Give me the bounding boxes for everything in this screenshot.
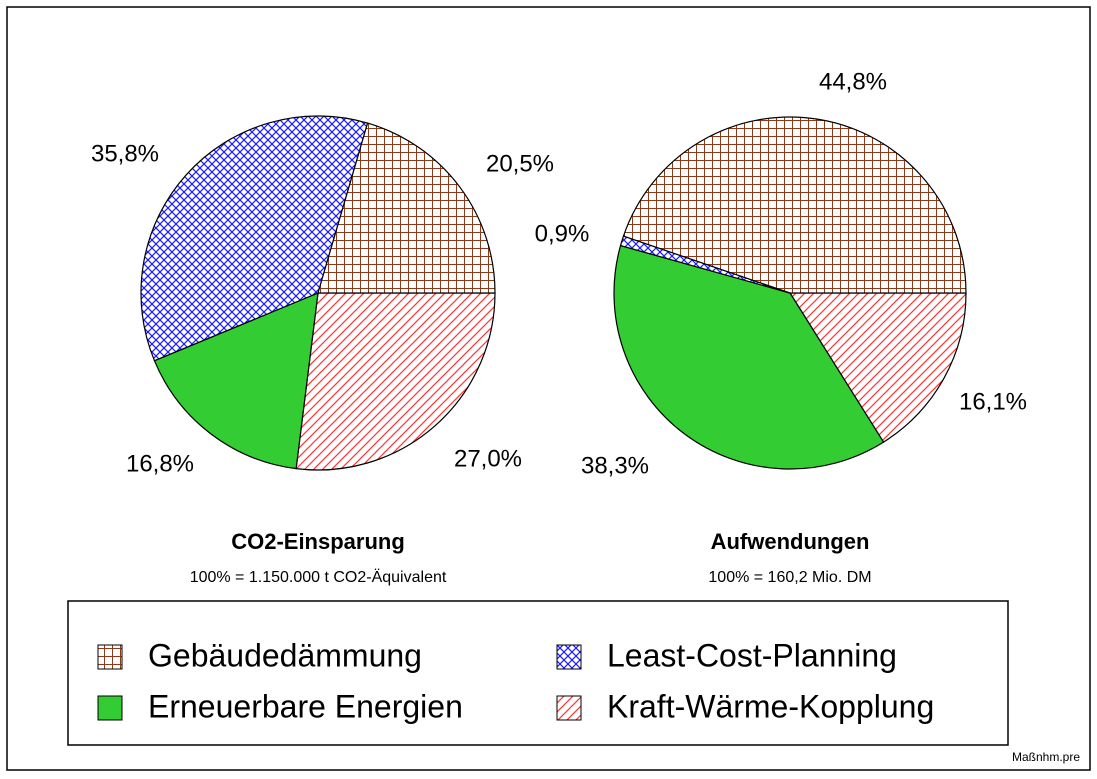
pie-slice [317, 122, 496, 294]
legend-swatch [97, 695, 123, 721]
pie-slice [622, 116, 967, 294]
value-label: 16,1% [959, 388, 1027, 415]
legend-swatch [556, 695, 582, 721]
pie-slice [153, 292, 319, 470]
legend-label: Erneuerbare Energien [148, 688, 463, 724]
pie-slice [140, 115, 369, 362]
pie-slice [788, 292, 967, 443]
chart-subtitle: 100% = 1.150.000 t CO2-Äquivalent [190, 568, 447, 586]
value-label: 27,0% [454, 445, 522, 472]
pie-slice [295, 292, 496, 471]
value-label: 44,8% [819, 68, 887, 95]
footer: Maßnhm.pre [1012, 750, 1080, 764]
value-label: 35,8% [91, 140, 159, 167]
legend-label: Gebäudedämmung [148, 637, 422, 673]
value-label: 16,8% [126, 450, 194, 477]
chart-title: CO2-Einsparung [231, 529, 405, 554]
value-label: 0,9% [535, 220, 590, 247]
legend-swatch [97, 644, 123, 670]
value-label: 38,3% [581, 452, 649, 479]
value-label: 20,5% [486, 150, 554, 177]
legend-label: Least-Cost-Planning [607, 637, 897, 673]
legend-swatch [556, 644, 582, 670]
legend-label: Kraft-Wärme-Kopplung [607, 688, 934, 724]
pie-slice [613, 244, 885, 470]
chart-title: Aufwendungen [711, 529, 870, 554]
legend-box [67, 600, 1009, 746]
chart-subtitle: 100% = 160,2 Mio. DM [708, 569, 871, 586]
frame [6, 6, 1091, 771]
